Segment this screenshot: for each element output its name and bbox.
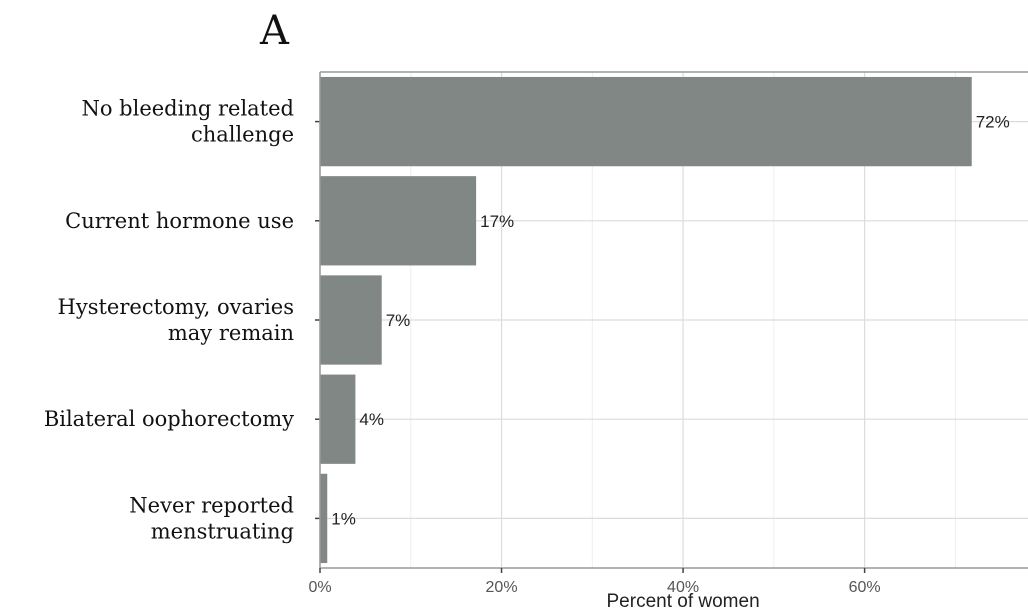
data-label: 4%	[359, 410, 384, 429]
category-label: Never reported menstruating	[129, 493, 294, 543]
category-label: Hysterectomy, ovaries may remain	[58, 295, 294, 345]
category-label-line: Current hormone use	[65, 209, 294, 233]
category-label: No bleeding related challenge	[81, 97, 294, 147]
category-label: Bilateral oophorectomy	[44, 407, 294, 431]
category-label-line: No bleeding related	[81, 97, 294, 121]
x-tick-label: 20%	[486, 579, 518, 596]
data-labels: 72% 17% 7% 4% 1%	[331, 113, 1009, 529]
category-label-line: menstruating	[151, 519, 294, 543]
category-label-line: may remain	[168, 321, 294, 345]
category-label-line: Bilateral oophorectomy	[44, 407, 294, 431]
category-label: Current hormone use	[65, 209, 294, 233]
category-label-line: Never reported	[129, 493, 294, 517]
x-tick-labels: 0% 20% 40% 60%	[308, 579, 880, 596]
x-tick-label: 0%	[308, 579, 331, 596]
data-label: 72%	[976, 113, 1010, 132]
x-tick-label: 60%	[849, 579, 881, 596]
bar	[320, 76, 972, 167]
data-label: 7%	[386, 311, 411, 330]
bar	[320, 275, 382, 365]
category-label-line: challenge	[191, 123, 294, 147]
data-label: 1%	[331, 509, 356, 528]
data-label: 17%	[480, 212, 514, 231]
axes	[315, 71, 1028, 573]
bar	[320, 176, 477, 266]
x-axis-title: Percent of women	[607, 591, 760, 612]
bar	[320, 473, 328, 564]
x-tick-label: 40%	[667, 579, 699, 596]
bars	[320, 76, 972, 564]
category-labels: No bleeding related challenge Current horm…	[44, 97, 294, 544]
bar	[320, 374, 356, 464]
category-label-line: Hysterectomy, ovaries	[58, 295, 294, 319]
panel-letter: A	[259, 8, 290, 54]
